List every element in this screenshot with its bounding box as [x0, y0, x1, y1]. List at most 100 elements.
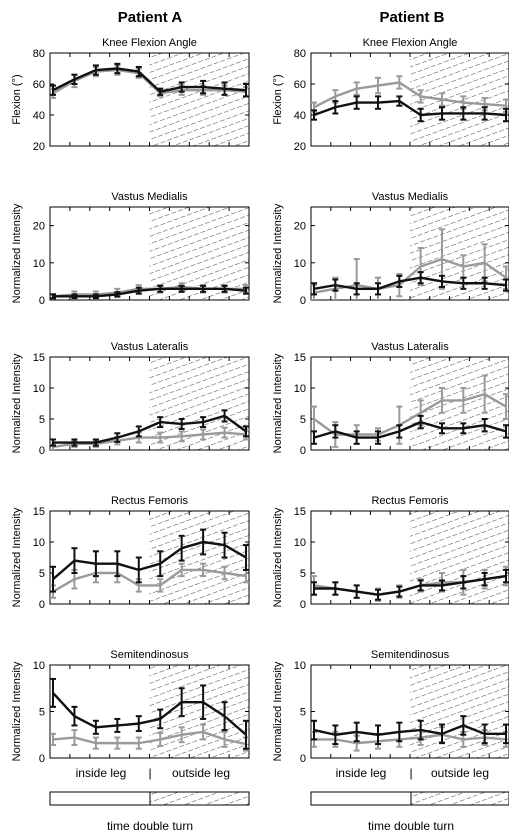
panel-B-knee: 20 40 60 80 Knee Flexion Angle Flexion (°)	[272, 37, 509, 153]
y-tick-label: 10	[294, 660, 306, 672]
y-tick-label: 5	[39, 707, 45, 719]
y-tick-label: 0	[39, 445, 45, 457]
series-line-black	[313, 724, 506, 736]
panel-B-vm: 0 10 20 Vastus Medialis Normalized Intensity	[272, 191, 509, 307]
hatched-region	[410, 511, 509, 604]
series-line-black	[314, 574, 507, 596]
panel-B-vl: 0 5 10 15 Vastus Lateralis Normalized Intensi…	[272, 341, 509, 457]
hatched-region	[410, 665, 509, 758]
y-tick-label: 5	[300, 414, 306, 426]
panel-B-rf: 0 5 10 15 Rectus Femoris Normalized Intensity	[272, 495, 509, 611]
y-tick-label: 5	[39, 414, 45, 426]
series-group	[311, 715, 509, 752]
series-line-black	[313, 99, 507, 117]
series-group	[50, 528, 249, 599]
hatched-region	[410, 53, 509, 146]
y-tick-label: 0	[300, 753, 306, 765]
hatched-region	[410, 207, 509, 300]
hatched-region	[149, 207, 249, 300]
y-tick-label: 20	[294, 141, 306, 153]
panel-A-vm: 0 10 20 Vastus Medialis Normalized Intensity	[11, 191, 250, 307]
y-tick-label: 0	[300, 295, 306, 307]
y-axis-label: Normalized Intensity	[272, 507, 284, 607]
series-group	[50, 409, 249, 450]
x-axis-label-a: time double turn	[107, 819, 193, 833]
outside-leg-label-a: outside leg	[172, 766, 230, 780]
y-tick-label: 0	[39, 599, 45, 611]
series-line-black	[52, 67, 247, 93]
y-tick-label: 10	[33, 537, 45, 549]
outside-leg-label-b: outside leg	[431, 766, 489, 780]
y-tick-label: 60	[294, 79, 306, 91]
inside-leg-label-b: inside leg	[336, 766, 387, 780]
y-tick-label: 20	[33, 221, 45, 233]
y-tick-label: 5	[300, 568, 306, 580]
series-line-gray	[313, 81, 507, 109]
y-tick-label: 10	[294, 537, 306, 549]
hatched-region	[149, 53, 249, 146]
y-axis-label: Normalized Intensity	[11, 507, 23, 607]
series-line-gray	[52, 568, 247, 593]
y-tick-label: 15	[294, 352, 306, 364]
y-tick-label: 15	[33, 352, 45, 364]
panel-title: Semitendinosus	[371, 649, 450, 661]
y-tick-label: 80	[33, 48, 45, 60]
series-line-black	[52, 540, 247, 581]
series-group	[311, 565, 509, 602]
y-tick-label: 60	[33, 79, 45, 91]
y-axis-label: Normalized Intensity	[11, 353, 23, 453]
panel-title: Knee Flexion Angle	[102, 37, 197, 49]
y-tick-label: 15	[33, 506, 45, 518]
y-tick-label: 10	[33, 258, 45, 270]
y-axis-label: Normalized Intensity	[11, 661, 23, 761]
y-tick-label: 0	[39, 295, 45, 307]
y-axis-label: Normalized Intensity	[11, 203, 23, 303]
series-line-black	[52, 692, 247, 736]
series-group	[50, 677, 249, 752]
series-group	[50, 62, 249, 99]
y-tick-label: 0	[300, 599, 306, 611]
y-axis-label: Normalized Intensity	[272, 203, 284, 303]
y-axis-label: Flexion (°)	[11, 74, 23, 124]
panel-title: Vastus Lateralis	[371, 341, 449, 353]
panel-title: Vastus Medialis	[372, 191, 449, 203]
y-axis-label: Normalized Intensity	[272, 661, 284, 761]
panel-B-st: 0 5 10 Semitendinosus Normalized Intensity	[272, 649, 509, 765]
panel-title: Rectus Femoris	[371, 495, 449, 507]
panel-A-knee: 20 40 60 80 Knee Flexion Angle Flexion (°)	[11, 37, 250, 153]
series-line-gray	[52, 431, 247, 449]
y-axis-label: Normalized Intensity	[272, 353, 284, 453]
panel-title: Semitendinosus	[110, 649, 189, 661]
timeline-bar-outside-b	[410, 791, 509, 806]
panel-A-vl: 0 5 10 15 Vastus Lateralis Normalized Intensi…	[11, 341, 250, 457]
y-tick-label: 20	[33, 141, 45, 153]
hatched-region	[149, 357, 249, 450]
series-line-black	[53, 414, 247, 444]
hatched-region	[149, 665, 249, 758]
column-header-patient-b: Patient B	[379, 9, 444, 26]
timeline-bar-inside-b	[310, 791, 412, 806]
y-tick-label: 0	[39, 753, 45, 765]
panel-title: Vastus Medialis	[111, 191, 188, 203]
column-header-patient-a: Patient A	[118, 9, 183, 26]
series-group	[311, 228, 509, 300]
y-tick-label: 0	[300, 445, 306, 457]
y-tick-label: 10	[33, 660, 45, 672]
series-line-gray	[52, 730, 247, 746]
y-tick-label: 15	[294, 506, 306, 518]
divider-label-a: |	[148, 766, 151, 780]
series-line-black	[53, 287, 247, 298]
panel-grid: 20 40 60 80 Knee Flexion Angle Flexion (°) 20 4…	[11, 37, 509, 765]
panel-A-st: 0 5 10 Semitendinosus Normalized Intensity	[11, 649, 250, 765]
divider-label-b: |	[409, 766, 412, 780]
hatched-region	[149, 511, 249, 604]
y-axis-label: Flexion (°)	[272, 74, 284, 124]
y-tick-label: 5	[300, 707, 306, 719]
series-group	[311, 374, 509, 448]
inside-leg-label-a: inside leg	[76, 766, 127, 780]
panel-title: Vastus Lateralis	[111, 341, 189, 353]
panel-A-rf: 0 5 10 15 Rectus Femoris Normalized Intensity	[11, 495, 250, 611]
y-tick-label: 40	[294, 110, 306, 122]
y-tick-label: 10	[294, 258, 306, 270]
